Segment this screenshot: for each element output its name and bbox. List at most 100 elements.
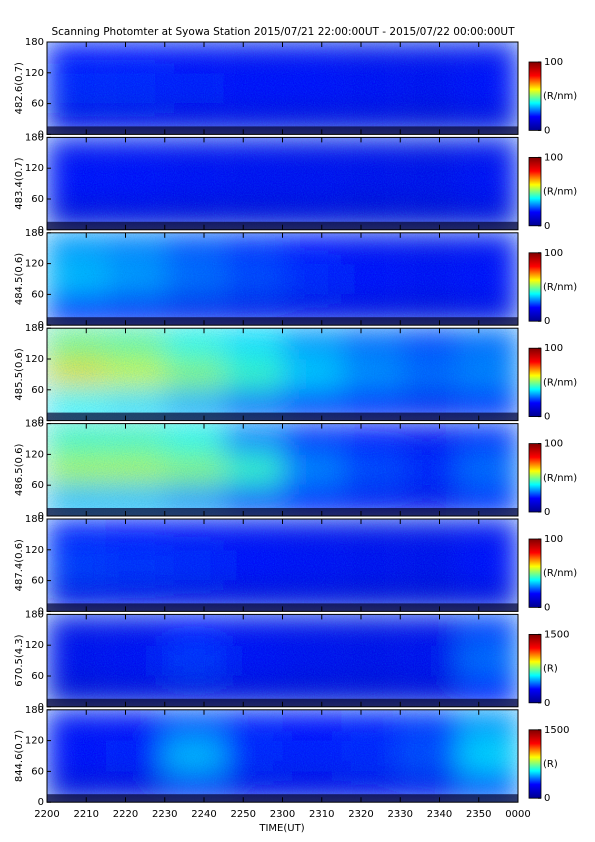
- y-tick-label: 180: [25, 705, 44, 716]
- x-tick-label: 2230: [152, 809, 177, 820]
- y-tick-label: 60: [31, 480, 44, 491]
- colorbar-tick-label: 0: [544, 221, 550, 232]
- colorbar-label: (R/nm): [543, 187, 577, 198]
- noise-texture: [47, 232, 518, 326]
- y-tick-label: 0: [38, 225, 44, 236]
- y-tick-label: 0: [38, 320, 44, 331]
- x-tick-label: 2340: [427, 809, 452, 820]
- x-tick-label: 2200: [34, 809, 59, 820]
- colorbar: [528, 252, 542, 322]
- colorbar: [528, 634, 542, 704]
- y-tick-label: 180: [25, 514, 44, 525]
- colorbar-tick-label: 100: [544, 439, 563, 450]
- x-axis-label: TIME(UT): [258, 823, 304, 834]
- y-tick-label: 60: [31, 194, 44, 205]
- x-tick-label: 2350: [466, 809, 491, 820]
- x-tick-label: 2240: [191, 809, 216, 820]
- y-axis-label: 670.5(4.3): [14, 634, 25, 686]
- y-tick-label: 120: [25, 545, 44, 556]
- colorbar-tick-label: 100: [544, 343, 563, 354]
- y-tick-label: 180: [25, 228, 44, 239]
- y-axis-label: 485.5(0.6): [14, 348, 25, 400]
- x-tick-label: 2220: [113, 809, 138, 820]
- y-tick-label: 60: [31, 576, 44, 587]
- plot-area: [47, 709, 518, 803]
- colorbar-tick-label: 0: [544, 316, 550, 327]
- colorbar-tick-label: 1500: [544, 629, 569, 640]
- y-tick-label: 180: [25, 609, 44, 620]
- y-tick-label: 120: [25, 259, 44, 270]
- plot-area: [47, 232, 518, 326]
- plot-area: [47, 519, 518, 612]
- x-tick-label: 2210: [74, 809, 99, 820]
- colorbar-label: (R/nm): [543, 568, 577, 579]
- y-tick-label: 60: [31, 99, 44, 110]
- plot-area: [47, 423, 518, 516]
- colorbar-label: (R): [543, 664, 558, 675]
- colorbar-label: (R/nm): [543, 377, 577, 388]
- y-tick-label: 120: [25, 354, 44, 365]
- colorbar: [528, 538, 542, 608]
- y-tick-label: 0: [38, 702, 44, 713]
- y-axis-label: 482.6(0.7): [14, 62, 25, 114]
- noise-texture: [47, 42, 518, 135]
- colorbar-label: (R/nm): [543, 91, 577, 102]
- y-axis-label: 486.5(0.6): [14, 444, 25, 496]
- colorbar-tick-label: 0: [544, 125, 550, 136]
- plot-area: [47, 614, 518, 707]
- colorbar-tick-label: 100: [544, 152, 563, 163]
- colorbar-label: (R): [543, 759, 558, 770]
- y-tick-label: 120: [25, 736, 44, 747]
- colorbar: [528, 61, 542, 131]
- y-tick-label: 180: [25, 419, 44, 430]
- colorbar-tick-label: 100: [544, 534, 563, 545]
- plot-area: [47, 137, 518, 230]
- y-tick-label: 120: [25, 449, 44, 460]
- noise-texture: [47, 519, 518, 612]
- x-tick-label: 0000: [505, 809, 530, 820]
- y-tick-label: 180: [25, 132, 44, 143]
- x-tick-label: 2330: [388, 809, 413, 820]
- colorbar: [528, 729, 542, 799]
- colorbar-tick-label: 100: [544, 57, 563, 68]
- y-axis-label: 487.4(0.6): [14, 539, 25, 591]
- y-tick-label: 60: [31, 766, 44, 777]
- y-axis-label: 484.5(0.6): [14, 253, 25, 305]
- y-tick-label: 0: [38, 129, 44, 140]
- colorbar: [528, 156, 542, 227]
- y-tick-label: 180: [25, 323, 44, 334]
- y-tick-label: 0: [38, 416, 44, 427]
- x-tick-label: 2250: [231, 809, 256, 820]
- colorbar-tick-label: 0: [544, 412, 550, 423]
- plot-area: [47, 328, 518, 421]
- chart-title: Scanning Photomter at Syowa Station 2015…: [51, 26, 515, 38]
- y-axis-label: 483.4(0.7): [14, 157, 25, 209]
- y-tick-label: 60: [31, 671, 44, 682]
- y-tick-label: 180: [25, 37, 44, 48]
- colorbar-tick-label: 0: [544, 507, 550, 518]
- colorbar: [528, 443, 542, 513]
- y-tick-label: 60: [31, 289, 44, 300]
- y-tick-label: 120: [25, 163, 44, 174]
- x-tick-label: 2310: [309, 809, 334, 820]
- colorbar-tick-label: 0: [544, 793, 550, 804]
- plot-area: [47, 42, 518, 135]
- y-tick-label: 0: [38, 797, 44, 808]
- colorbar-tick-label: 1500: [544, 725, 569, 736]
- x-tick-label: 2320: [348, 809, 373, 820]
- y-axis-label: 844.6(0.7): [14, 730, 25, 782]
- y-tick-label: 120: [25, 68, 44, 79]
- y-tick-label: 120: [25, 640, 44, 651]
- noise-texture: [47, 137, 518, 230]
- y-tick-label: 60: [31, 385, 44, 396]
- noise-texture: [47, 423, 518, 516]
- noise-texture: [47, 614, 518, 707]
- colorbar: [528, 347, 542, 418]
- colorbar-tick-label: 0: [544, 602, 550, 613]
- noise-texture: [47, 709, 518, 803]
- colorbar-tick-label: 100: [544, 248, 563, 259]
- colorbar-label: (R/nm): [543, 282, 577, 293]
- y-tick-label: 0: [38, 606, 44, 617]
- noise-texture: [47, 328, 518, 421]
